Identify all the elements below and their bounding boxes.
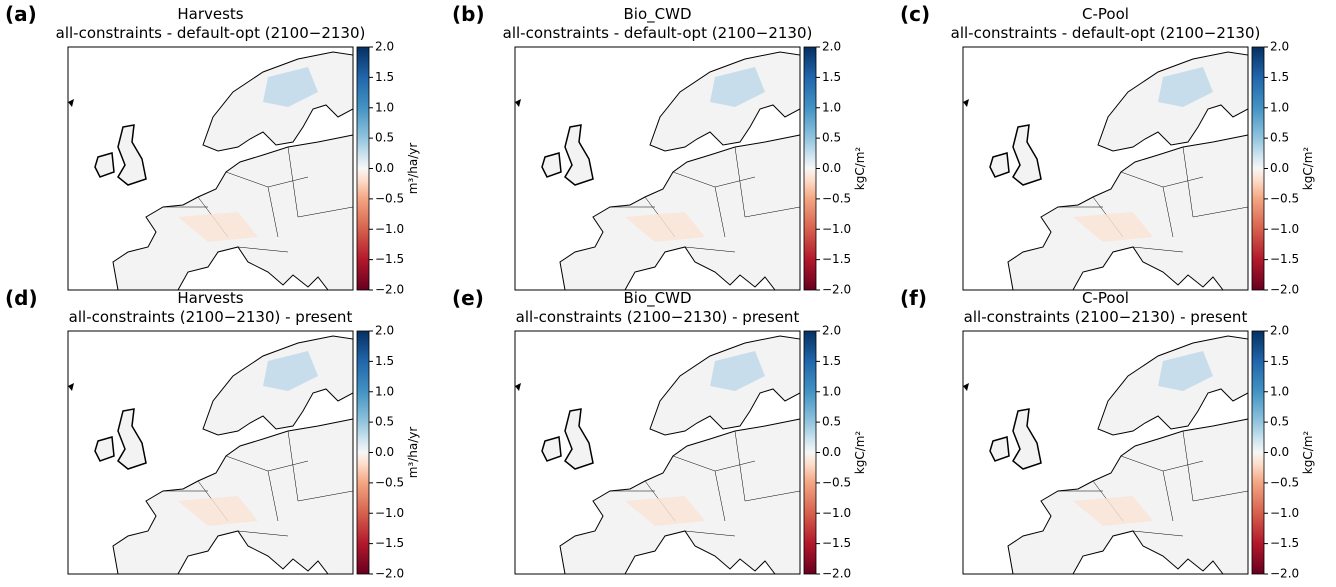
colorbar-label: kgC/m² [1301,147,1315,191]
colorbar-tick-label: −0.5 [822,475,851,489]
colorbar-label: kgC/m² [853,431,867,475]
colorbar-label: m³/ha/yr [406,143,420,195]
colorbar-tick-label: −1.0 [375,506,404,520]
map-frame [514,46,801,291]
colorbar-tick-label: 1.5 [375,354,394,368]
colorbar-tick-label: 1.0 [822,100,841,114]
colorbar-tick-label: −1.5 [375,252,404,266]
panel-label: (d) [5,286,38,310]
colorbar-tick-label: −1.0 [1270,506,1299,520]
panel-subtitle: all-constraints - default-opt (2100−2130… [56,24,366,42]
colorbar-tick-label: 0.0 [1270,445,1289,459]
colorbar-tick-label: −1.0 [1270,222,1299,236]
colorbar-tick-label: −2.0 [822,283,851,297]
panel-title: Bio_CWD [624,289,692,308]
map-frame [962,46,1249,291]
colorbar-tick-label: −2.0 [1270,283,1299,297]
colorbar-tick-label: −1.5 [822,536,851,550]
colorbar-tick-label: 0.5 [375,415,394,429]
panel-subtitle: all-constraints - default-opt (2100−2130… [951,24,1261,42]
colorbar-label: kgC/m² [1301,431,1315,475]
panel-title: Bio_CWD [624,5,692,24]
colorbar-tick-label: −1.0 [375,222,404,236]
panel-title: Harvests [177,5,243,23]
colorbar-tick-label: 1.0 [1270,384,1289,398]
colorbar [803,46,817,291]
colorbar [803,330,817,575]
colorbar-tick-label: 0.0 [375,445,394,459]
colorbar-tick-label: −0.5 [1270,475,1299,489]
colorbar [1251,330,1265,575]
panel-subtitle: all-constraints (2100−2130) - present [516,308,800,326]
colorbar-tick-label: 2.0 [1270,40,1289,54]
colorbar-tick-label: −1.5 [822,252,851,266]
colorbar-tick-label: −1.5 [375,536,404,550]
colorbar-tick-label: 2.0 [375,40,394,54]
colorbar-tick-label: 0.5 [822,415,841,429]
panel-subtitle: all-constraints (2100−2130) - present [964,308,1248,326]
colorbar-tick-label: 1.0 [822,384,841,398]
colorbar-tick-label: 0.0 [1270,161,1289,175]
colorbar-tick-label: 0.0 [822,445,841,459]
map-frame [514,330,801,575]
colorbar-tick-label: 0.0 [822,161,841,175]
colorbar [356,46,370,291]
colorbar-tick-label: 2.0 [1270,324,1289,338]
colorbar-tick-label: −2.0 [375,567,404,581]
panel-label: (f) [900,286,927,310]
colorbar [1251,46,1265,291]
colorbar-tick-label: 1.5 [1270,354,1289,368]
colorbar-tick-label: 1.0 [375,100,394,114]
colorbar-label: kgC/m² [853,147,867,191]
panel-subtitle: all-constraints - default-opt (2100−2130… [503,24,813,42]
colorbar-tick-label: −0.5 [375,475,404,489]
colorbar-tick-label: −2.0 [375,283,404,297]
panel-label: (e) [452,286,484,310]
colorbar-tick-label: −0.5 [1270,191,1299,205]
colorbar-tick-label: −0.5 [822,191,851,205]
colorbar-label: m³/ha/yr [406,427,420,479]
panel-title: C-Pool [1082,5,1129,23]
colorbar-tick-label: 1.5 [822,354,841,368]
colorbar-tick-label: 1.5 [822,70,841,84]
colorbar-tick-label: −1.0 [822,222,851,236]
colorbar-tick-label: −2.0 [822,567,851,581]
map-frame [962,330,1249,575]
colorbar-tick-label: −1.5 [1270,536,1299,550]
colorbar-tick-label: 1.0 [375,384,394,398]
colorbar-tick-label: 1.0 [1270,100,1289,114]
colorbar-tick-label: −1.0 [822,506,851,520]
colorbar [356,330,370,575]
colorbar-tick-label: −2.0 [1270,567,1299,581]
panel-subtitle: all-constraints (2100−2130) - present [69,308,353,326]
panel-title: Harvests [177,289,243,307]
colorbar-tick-label: 1.5 [1270,70,1289,84]
colorbar-tick-label: 2.0 [375,324,394,338]
colorbar-tick-label: 0.5 [1270,131,1289,145]
colorbar-tick-label: 0.5 [375,131,394,145]
panel-title: C-Pool [1082,289,1129,307]
colorbar-tick-label: 1.5 [375,70,394,84]
panel-label: (b) [452,2,485,26]
colorbar-tick-label: 0.5 [1270,415,1289,429]
colorbar-tick-label: 2.0 [822,324,841,338]
map-frame [67,46,354,291]
panel-label: (c) [900,2,930,26]
map-frame [67,330,354,575]
colorbar-tick-label: 0.0 [375,161,394,175]
colorbar-tick-label: −0.5 [375,191,404,205]
panel-label: (a) [5,2,37,26]
colorbar-tick-label: 0.5 [822,131,841,145]
colorbar-tick-label: −1.5 [1270,252,1299,266]
colorbar-tick-label: 2.0 [822,40,841,54]
